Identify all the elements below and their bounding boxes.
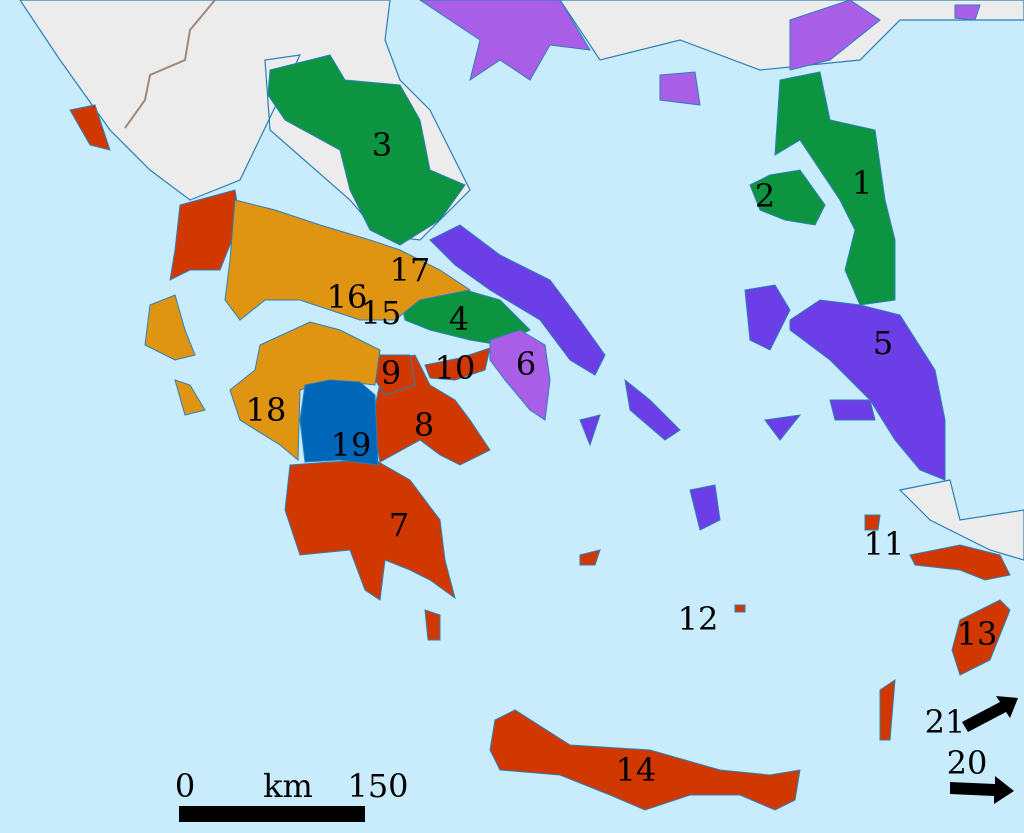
region-5b [429,224,721,531]
region-18 [229,321,381,462]
region-label-14: 14 [616,751,657,789]
region-label-4: 4 [449,300,469,338]
region-13 [951,599,1011,676]
region-label-12: 12 [678,600,719,638]
anatolia-south [898,479,1024,561]
region-7 [284,459,456,641]
region-3 [267,54,466,246]
scale-bar [179,806,365,822]
region-label-13: 13 [957,615,998,653]
scale-start: 0 [175,767,195,805]
region-label-19: 19 [331,426,372,464]
region-label-18: 18 [246,391,287,429]
region-label-15: 15 [361,294,402,332]
region-label-10: 10 [435,349,476,387]
region-label-5: 5 [873,324,893,362]
arrow-20-icon [950,776,1014,804]
region-16-17 [144,199,472,416]
region-6 [489,329,551,421]
region-1 [774,71,896,306]
region-2 [749,169,826,226]
arrow-21-icon [962,696,1018,732]
scale-unit: km [263,767,313,805]
region-11 [864,514,1011,581]
region-nw [69,104,896,741]
region-label-6: 6 [516,345,536,383]
regions [69,0,1011,811]
region-label-16: 16 [327,278,368,316]
region-label-2: 2 [755,177,775,215]
region-6b [419,0,981,106]
region-19 [299,379,379,466]
border-line [124,0,216,129]
region-label-1: 1 [852,164,872,202]
region-label-7: 7 [389,506,409,544]
region-5 [744,284,946,481]
region-label-8: 8 [414,406,434,444]
region-label-9: 9 [381,354,401,392]
region-label-3: 3 [372,126,392,164]
scale-end: 150 [347,767,408,805]
region-label-17: 17 [390,251,431,289]
region-label-20: 20 [947,744,988,782]
region-14 [489,709,801,811]
region-10 [424,347,491,381]
region-label-21: 21 [925,703,966,741]
region-label-11: 11 [864,525,905,563]
